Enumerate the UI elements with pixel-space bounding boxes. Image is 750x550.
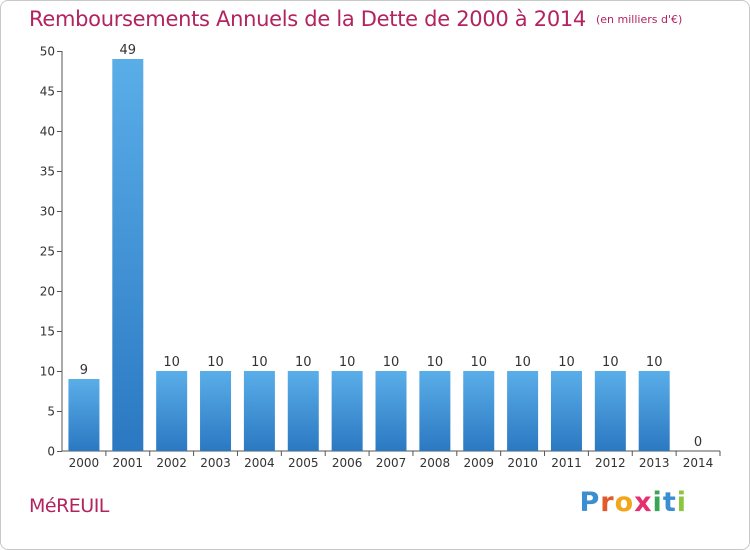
x-tick-label: 2011 (551, 456, 582, 470)
x-tick-label: 2013 (639, 456, 670, 470)
x-tick-label: 2009 (463, 456, 494, 470)
x-tick-label: 2007 (376, 456, 407, 470)
bar (550, 371, 582, 451)
bar (112, 59, 144, 451)
bar (156, 371, 188, 451)
data-label: 10 (295, 355, 312, 370)
y-tick-label: 50 (40, 45, 55, 59)
bars (68, 59, 670, 451)
data-label: 0 (694, 435, 702, 450)
logo-letter: x (634, 487, 653, 518)
data-label: 10 (514, 355, 531, 370)
x-tick-label: 2010 (507, 456, 538, 470)
x-tick-label: 2005 (288, 456, 319, 470)
x-tick-label: 2008 (420, 456, 451, 470)
axes: 0 5 10 15 20 25 30 35 40 45 50 2000 2001 2002 2003 2004… (40, 45, 721, 470)
x-tick-label: 2014 (683, 456, 714, 470)
data-label: 10 (163, 355, 180, 370)
y-tick-label: 45 (40, 85, 55, 99)
logo-letter: i (652, 487, 663, 518)
x-tick-label: 2000 (69, 456, 100, 470)
x-tick-label: 2006 (332, 456, 363, 470)
y-tick-label: 15 (40, 325, 55, 339)
data-label: 10 (427, 355, 444, 370)
x-tick-label: 2002 (156, 456, 187, 470)
bar (463, 371, 495, 451)
bar (419, 371, 451, 451)
bar (638, 371, 670, 451)
logo-letter: o (614, 487, 635, 518)
chart-subtitle: (en milliers d'€) (596, 13, 683, 26)
y-tick-label: 10 (40, 365, 55, 379)
data-label: 49 (120, 43, 137, 58)
bar (68, 379, 100, 451)
y-tick-label: 5 (47, 405, 55, 419)
labels: 9 49 10 10 10 10 10 10 10 10 10 10 10 10 0 (80, 43, 702, 450)
bar (243, 371, 275, 451)
data-label: 9 (80, 363, 88, 378)
commune-name: MéREUIL (29, 495, 109, 517)
data-label: 10 (383, 355, 400, 370)
bar (507, 371, 539, 451)
data-label: 10 (470, 355, 487, 370)
data-label: 10 (602, 355, 619, 370)
y-tick-label: 20 (40, 285, 55, 299)
data-label: 10 (558, 355, 575, 370)
chart-title: Remboursements Annuels de la Dette de 20… (29, 7, 683, 31)
proxiti-logo: Proxiti (579, 487, 687, 518)
bar (200, 371, 232, 451)
bar (594, 371, 626, 451)
x-tick-label: 2003 (200, 456, 231, 470)
y-tick-label: 40 (40, 125, 55, 139)
x-tick-label: 2004 (244, 456, 275, 470)
data-label: 10 (646, 355, 663, 370)
logo-letter: t (662, 487, 677, 518)
x-tick-label: 2012 (595, 456, 626, 470)
data-label: 10 (339, 355, 356, 370)
y-tick-label: 0 (47, 445, 55, 459)
y-tick-label: 25 (40, 245, 55, 259)
logo-letter: P (579, 487, 601, 518)
y-tick-label: 30 (40, 205, 55, 219)
logo-letter: r (600, 487, 615, 518)
data-label: 10 (251, 355, 268, 370)
data-label: 10 (207, 355, 224, 370)
x-tick-label: 2001 (113, 456, 144, 470)
bar (287, 371, 319, 451)
y-tick-label: 35 (40, 165, 55, 179)
bar (375, 371, 407, 451)
logo-letter: i (676, 487, 687, 518)
bar (331, 371, 363, 451)
